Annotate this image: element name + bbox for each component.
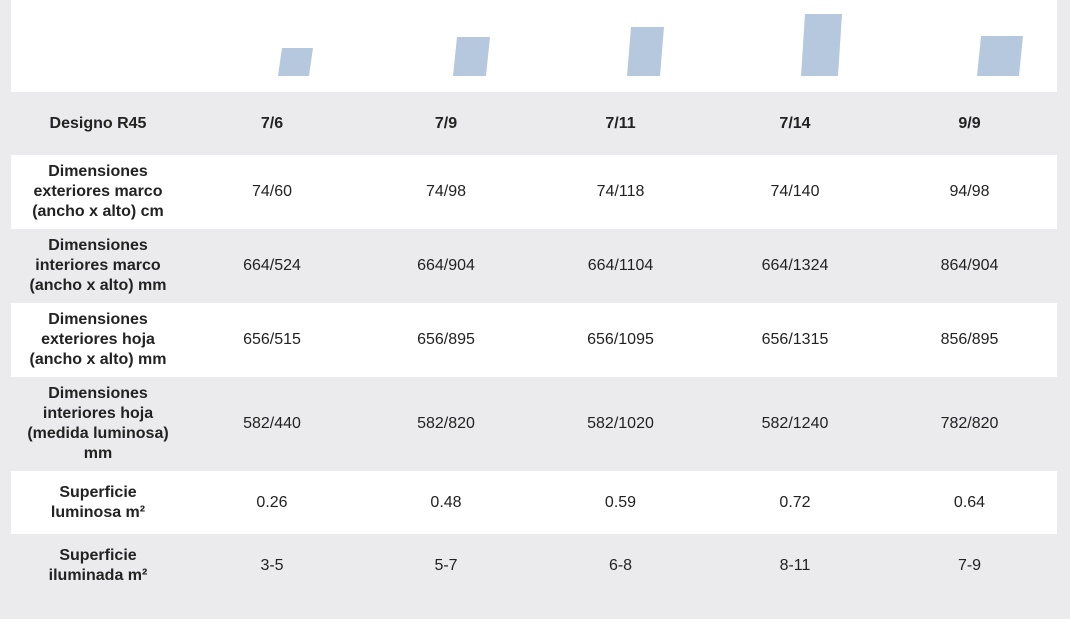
table-row: Dimensiones interiores marco (ancho x al…: [11, 229, 1057, 303]
value-cell: 94/98: [949, 183, 990, 200]
header-cell: Designo R45: [49, 114, 147, 132]
value-cell: 6-8: [608, 556, 633, 574]
window-icons: [278, 14, 1023, 76]
row-label: Dimensiones interiores marco (ancho x al…: [29, 237, 167, 294]
value-cell: 656/515: [243, 331, 301, 348]
row-label: Superficie luminosa m²: [50, 483, 146, 521]
header-row: Designo R45 7/6 7/9 7/11 7/14 9/9: [11, 92, 1057, 155]
value-cell: 656/1095: [587, 331, 654, 348]
value-cell: 782/820: [940, 415, 999, 432]
value-cell: 0.72: [779, 493, 811, 511]
table-row: Dimensiones interiores hoja (medida lumi…: [11, 377, 1057, 471]
value-cell: 664/524: [243, 257, 301, 274]
value-cell: 74/98: [425, 183, 467, 200]
table-row: Superficie iluminada m² 3-5 5-7 6-8 8-11 7-9: [11, 534, 1057, 597]
window-icon: [801, 14, 842, 76]
value-cell: 0.64: [953, 493, 986, 511]
window-icon: [453, 37, 490, 76]
value-cell: 664/1324: [761, 257, 829, 274]
row-label: Dimensiones exteriores hoja (ancho x alt…: [29, 311, 167, 368]
icon-strip: [11, 0, 1057, 92]
header-cell: 7/6: [260, 114, 284, 132]
value-cell: 664/1104: [587, 257, 654, 274]
header-cell: 9/9: [958, 114, 981, 132]
value-cell: 74/60: [251, 183, 293, 200]
value-cell: 582/1240: [761, 415, 829, 432]
value-cell: 5-7: [434, 556, 458, 574]
table-row: Dimensiones exteriores marco (ancho x al…: [11, 155, 1057, 229]
value-cell: 0.48: [430, 493, 462, 511]
row-label: Dimensiones exteriores marco (ancho x al…: [32, 163, 164, 220]
value-cell: 664/904: [417, 257, 475, 274]
value-cell: 3-5: [260, 556, 284, 574]
header-cell: 7/9: [434, 114, 458, 132]
value-cell: 0.26: [256, 493, 288, 511]
value-cell: 864/904: [940, 257, 999, 274]
value-cell: 656/1315: [761, 331, 829, 348]
header-cell: 7/11: [605, 114, 636, 132]
value-cell: 582/440: [243, 415, 301, 432]
table-row: Superficie luminosa m² 0.26 0.48 0.59 0.72 0.…: [11, 471, 1057, 534]
value-cell: 8-11: [779, 556, 811, 574]
header-cell: 7/14: [779, 114, 811, 132]
row-label: Dimensiones interiores hoja (medida lumi…: [27, 385, 169, 462]
value-cell: 582/1020: [587, 415, 654, 432]
value-cell: 856/895: [940, 331, 999, 348]
window-icon: [977, 36, 1023, 76]
window-icon: [627, 27, 664, 76]
table-row: Dimensiones exteriores hoja (ancho x alt…: [11, 303, 1057, 377]
value-cell: 7-9: [957, 556, 982, 574]
value-cell: 656/895: [417, 331, 475, 348]
value-cell: 582/820: [417, 415, 475, 432]
window-icon: [278, 48, 313, 76]
value-cell: 0.59: [604, 493, 637, 511]
row-label: Superficie iluminada m²: [48, 546, 148, 584]
value-cell: 74/118: [596, 183, 645, 200]
value-cell: 74/140: [770, 183, 820, 200]
